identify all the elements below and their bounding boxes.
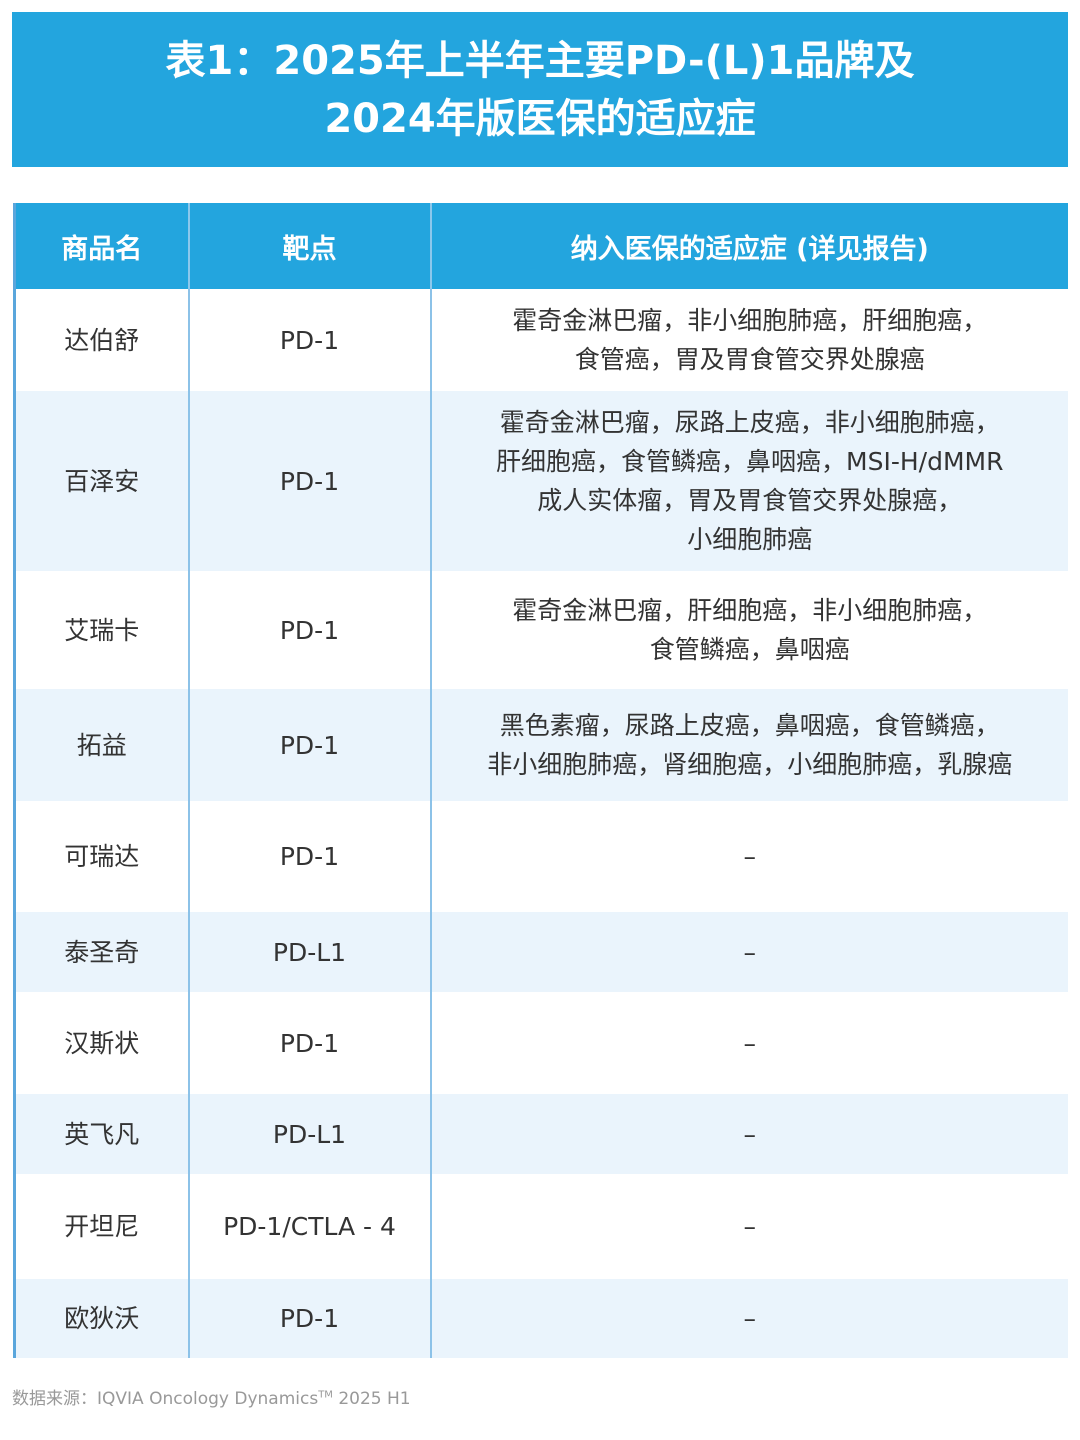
cell-indications: – [429, 1094, 1068, 1174]
cell-indications: – [429, 801, 1068, 912]
table-row: 达伯舒 PD-1 霍奇金淋巴瘤，非小细胞肺癌，肝细胞癌， 食管癌，胃及胃食管交界处腺… [13, 289, 1068, 391]
table-title: 表1：2025年上半年主要PD-(L)1品牌及 2024年版医保的适应症 [12, 12, 1068, 167]
table-row: 艾瑞卡 PD-1 霍奇金淋巴瘤，肝细胞癌，非小细胞肺癌， 食管鳞癌，鼻咽癌 [13, 571, 1068, 689]
table-row: 泰圣奇 PD-L1– [13, 912, 1068, 992]
source-note: 数据来源：IQVIA Oncology DynamicsTM 2025 H1 [12, 1384, 411, 1409]
header-target: 靶点 [187, 203, 431, 289]
cell-name: 百泽安 [13, 391, 189, 571]
title-line-2: 2024年版医保的适应症 [324, 95, 756, 142]
cell-indications: 霍奇金淋巴瘤，非小细胞肺癌，肝细胞癌， 食管癌，胃及胃食管交界处腺癌 [429, 289, 1068, 391]
cell-name: 达伯舒 [13, 289, 189, 391]
cell-name: 艾瑞卡 [13, 571, 189, 689]
cell-target: PD-1 [187, 571, 431, 689]
title-line-1: 表1：2025年上半年主要PD-(L)1品牌及 [165, 37, 915, 84]
cell-name: 可瑞达 [13, 801, 189, 912]
table-row: 开坦尼 PD-1/CTLA - 4– [13, 1174, 1068, 1279]
indications-table: 商品名 靶点 纳入医保的适应症 (详见报告) 达伯舒 PD-1 霍奇金淋巴瘤，非小细… [13, 203, 1068, 1358]
cell-name: 欧狄沃 [13, 1279, 189, 1358]
cell-target: PD-1 [187, 289, 431, 391]
header-name: 商品名 [13, 203, 189, 289]
header-row: 商品名 靶点 纳入医保的适应症 (详见报告) [13, 203, 1068, 289]
cell-target: PD-1 [187, 992, 431, 1094]
table-row: 拓益 PD-1 黑色素瘤，尿路上皮癌，鼻咽癌，食管鳞癌， 非小细胞肺癌，肾细胞癌，小… [13, 689, 1068, 801]
table-row: 百泽安 PD-1 霍奇金淋巴瘤，尿路上皮癌，非小细胞肺癌， 肝细胞癌，食管鳞癌，鼻咽… [13, 391, 1068, 571]
cell-target: PD-1 [187, 1279, 431, 1358]
cell-target: PD-1 [187, 689, 431, 801]
cell-indications: – [429, 992, 1068, 1094]
cell-target: PD-1 [187, 391, 431, 571]
cell-indications: 霍奇金淋巴瘤，尿路上皮癌，非小细胞肺癌， 肝细胞癌，食管鳞癌，鼻咽癌，MSI-H… [429, 391, 1068, 571]
cell-target: PD-L1 [187, 912, 431, 992]
cell-target: PD-L1 [187, 1094, 431, 1174]
cell-name: 拓益 [13, 689, 189, 801]
cell-indications: – [429, 1279, 1068, 1358]
table-row: 欧狄沃 PD-1– [13, 1279, 1068, 1358]
trademark: TM [318, 1389, 333, 1401]
cell-name: 汉斯状 [13, 992, 189, 1094]
cell-name: 泰圣奇 [13, 912, 189, 992]
table-row: 英飞凡 PD-L1– [13, 1094, 1068, 1174]
source-text: 数据来源：IQVIA Oncology Dynamics [12, 1389, 319, 1409]
source-suffix: 2025 H1 [332, 1389, 411, 1409]
cell-target: PD-1/CTLA - 4 [187, 1174, 431, 1279]
header-indications: 纳入医保的适应症 (详见报告) [429, 203, 1068, 289]
table-row: 汉斯状 PD-1– [13, 992, 1068, 1094]
cell-indications: 霍奇金淋巴瘤，肝细胞癌，非小细胞肺癌， 食管鳞癌，鼻咽癌 [429, 571, 1068, 689]
cell-indications: 黑色素瘤，尿路上皮癌，鼻咽癌，食管鳞癌， 非小细胞肺癌，肾细胞癌，小细胞肺癌，乳… [429, 689, 1068, 801]
cell-target: PD-1 [187, 801, 431, 912]
cell-indications: – [429, 1174, 1068, 1279]
table-row: 可瑞达 PD-1– [13, 801, 1068, 912]
cell-name: 英飞凡 [13, 1094, 189, 1174]
cell-name: 开坦尼 [13, 1174, 189, 1279]
cell-indications: – [429, 912, 1068, 992]
